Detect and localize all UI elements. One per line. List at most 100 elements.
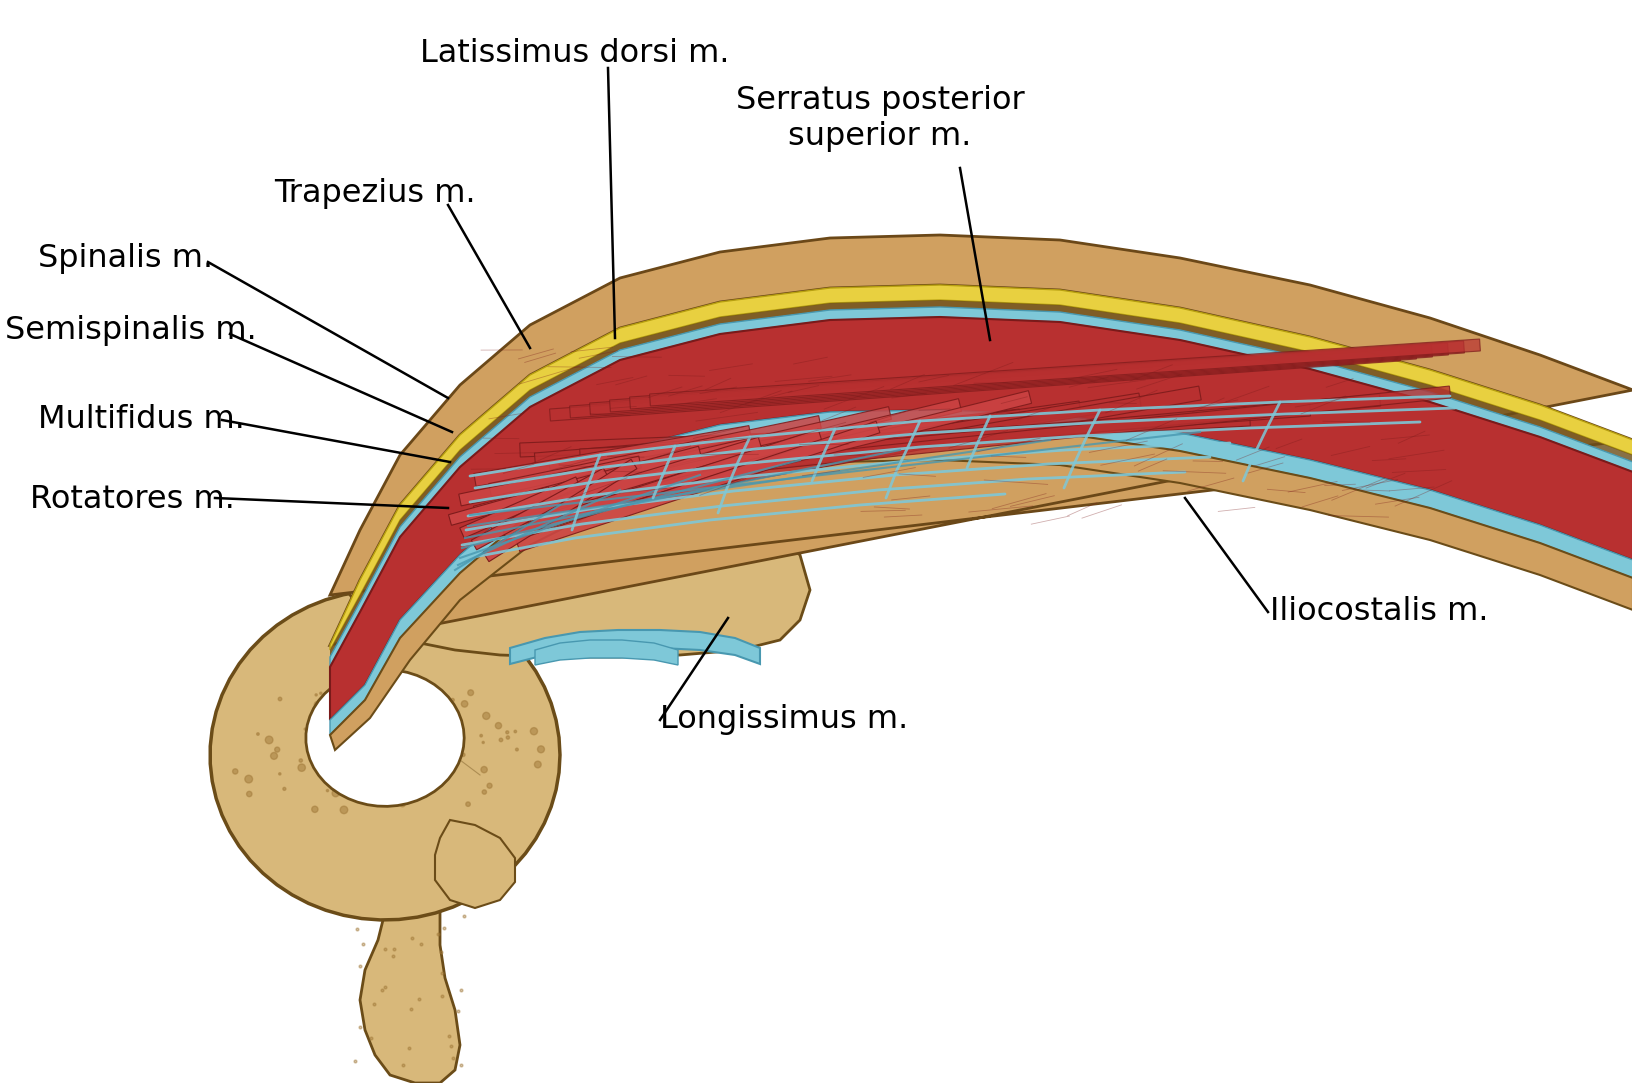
Polygon shape [650,339,1480,406]
Circle shape [393,706,398,710]
Circle shape [483,713,490,719]
Circle shape [312,806,318,812]
Polygon shape [534,391,1031,526]
Circle shape [401,749,405,754]
Polygon shape [570,347,1415,418]
Polygon shape [1479,460,1632,560]
Polygon shape [534,418,960,467]
Circle shape [418,754,423,759]
Circle shape [370,767,374,769]
Circle shape [313,702,322,708]
Circle shape [481,767,486,773]
Polygon shape [516,421,880,551]
Circle shape [462,701,467,707]
Polygon shape [330,285,1632,650]
Circle shape [411,788,418,795]
Circle shape [459,747,463,752]
Circle shape [326,790,328,792]
Circle shape [232,769,238,774]
Text: Spinalis m.: Spinalis m. [38,243,214,274]
Circle shape [279,772,281,775]
Circle shape [393,761,397,764]
Circle shape [436,745,441,749]
Circle shape [299,759,302,762]
Polygon shape [459,456,641,506]
Circle shape [408,693,413,696]
Polygon shape [305,669,463,807]
Polygon shape [599,404,1309,469]
Polygon shape [640,386,1449,483]
Circle shape [467,690,473,695]
Circle shape [516,748,517,751]
Polygon shape [472,468,609,550]
Circle shape [361,729,366,734]
Circle shape [274,747,279,753]
Circle shape [320,692,322,694]
Text: Multifidus m.: Multifidus m. [38,404,245,435]
Circle shape [480,734,481,736]
Circle shape [415,754,419,759]
Text: Serratus posterior
superior m.: Serratus posterior superior m. [734,84,1023,152]
Circle shape [481,790,486,794]
Circle shape [481,742,485,744]
Circle shape [494,722,501,729]
Text: Longissimus m.: Longissimus m. [659,705,907,735]
Circle shape [506,735,509,740]
Circle shape [410,714,413,718]
Polygon shape [330,306,1632,667]
Polygon shape [460,477,579,538]
Polygon shape [434,820,514,908]
Text: Rotatores m.: Rotatores m. [29,484,235,516]
Circle shape [277,697,282,701]
Text: Semispinalis m.: Semispinalis m. [5,314,256,345]
Polygon shape [483,459,636,562]
Circle shape [315,719,322,725]
Circle shape [534,761,540,768]
Polygon shape [330,317,1632,720]
Polygon shape [473,446,702,518]
Polygon shape [548,409,1020,477]
Polygon shape [330,410,1632,735]
Polygon shape [609,343,1448,412]
Polygon shape [503,429,821,542]
Circle shape [465,801,470,807]
Circle shape [335,699,338,702]
Circle shape [328,703,331,706]
Circle shape [304,728,307,730]
Circle shape [328,692,336,700]
Circle shape [530,728,537,734]
Polygon shape [473,426,751,486]
Circle shape [413,792,418,797]
Circle shape [326,751,335,758]
Circle shape [339,806,348,813]
Circle shape [297,764,305,771]
Polygon shape [509,630,759,664]
Circle shape [356,728,362,734]
Circle shape [514,730,516,733]
Text: Iliocostalis m.: Iliocostalis m. [1270,597,1488,627]
Polygon shape [630,341,1464,409]
Circle shape [462,753,465,757]
Circle shape [537,746,543,753]
Circle shape [403,726,410,731]
Polygon shape [211,590,560,919]
Circle shape [282,787,286,791]
Circle shape [450,699,454,702]
Circle shape [499,739,503,742]
Polygon shape [349,492,809,657]
Polygon shape [596,387,1201,507]
Circle shape [375,798,379,801]
Polygon shape [349,525,446,580]
Circle shape [486,783,491,788]
Circle shape [437,709,439,712]
Circle shape [406,800,410,803]
Polygon shape [519,428,899,457]
Polygon shape [578,393,1141,497]
Circle shape [341,708,349,716]
Circle shape [331,790,339,797]
Polygon shape [589,345,1431,415]
Circle shape [271,753,277,759]
Circle shape [442,702,447,706]
Circle shape [413,788,419,795]
Polygon shape [579,414,1250,461]
